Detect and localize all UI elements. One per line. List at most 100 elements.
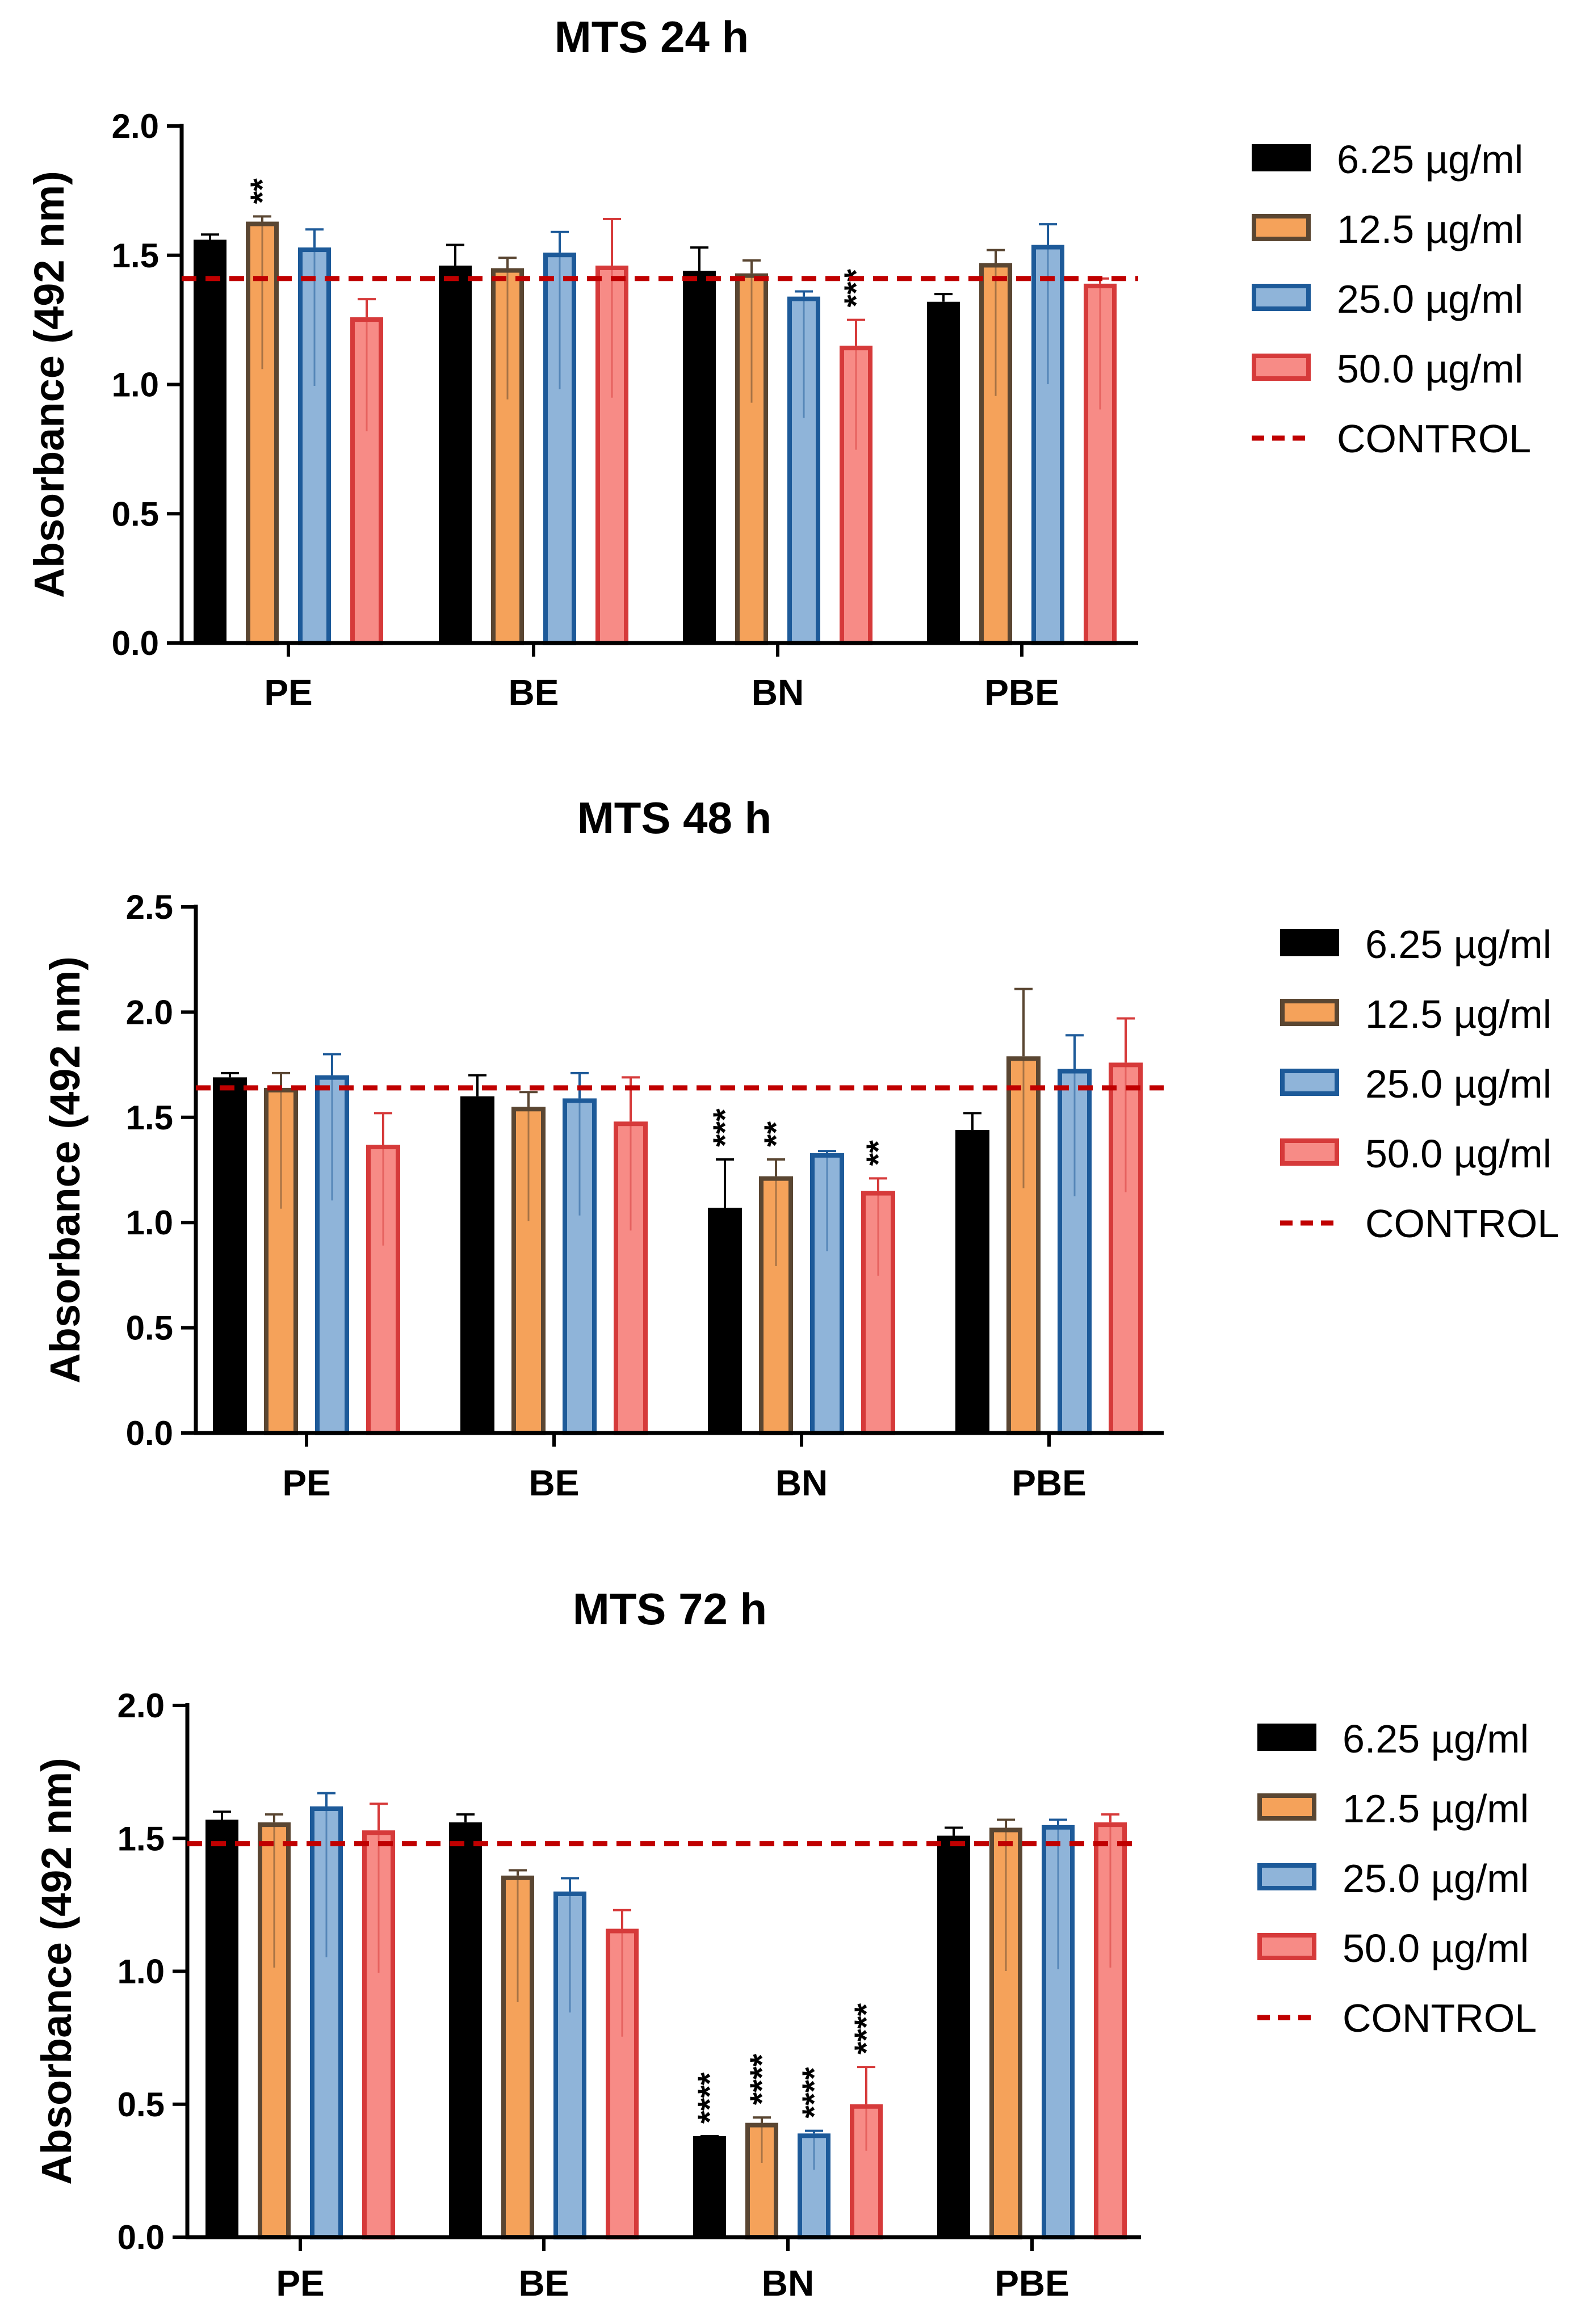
bar-pe-series-4: [350, 317, 383, 645]
legend-label: 12.5 µg/ml: [1365, 992, 1551, 1036]
error-bar: [795, 290, 813, 297]
y-tick-label: 2.0: [126, 993, 173, 1031]
bar-pbe-series-4: [1109, 1062, 1143, 1435]
bar-pbe-series-1: [937, 1835, 970, 2237]
error-bar: [753, 2116, 771, 2123]
bar-pbe-series-1: [955, 1130, 989, 1433]
legend: 6.25 µg/ml 12.5 µg/ml 25.0 µg/ml 50.0 µg/ml…: [1257, 1717, 1537, 2040]
bar-bn-series-1: [683, 271, 716, 644]
significance-marker: ****: [691, 2072, 728, 2124]
error-bar: [374, 1112, 392, 1145]
legend-label: 6.25 µg/ml: [1365, 922, 1551, 966]
error-bar: [456, 1813, 475, 1823]
category-label: BN: [775, 1463, 828, 1503]
legend-swatch: [1280, 1138, 1339, 1166]
error-bar: [221, 1071, 239, 1078]
y-axis-label: Absorbance (492 nm): [41, 956, 89, 1384]
chart-title: MTS 48 h: [577, 793, 771, 843]
significance-marker: **: [244, 178, 281, 204]
legend: 6.25 µg/ml 12.5 µg/ml 25.0 µg/ml 50.0 µg/ml…: [1252, 137, 1531, 461]
significance-marker: ****: [744, 2053, 781, 2105]
error-bar: [987, 249, 1005, 263]
category-label: PBE: [995, 2263, 1069, 2304]
y-tick-label: 0.5: [126, 1309, 173, 1347]
error-bar: [323, 1053, 341, 1075]
legend-label: 25.0 µg/ml: [1343, 1856, 1529, 1901]
error-bar: [690, 246, 708, 271]
category-label: BE: [529, 1463, 580, 1503]
error-bar: [213, 1810, 231, 1820]
legend-label: 12.5 µg/ml: [1343, 1787, 1529, 1831]
error-bar: [358, 298, 376, 318]
significance-marker: **: [758, 1121, 795, 1147]
error-bar: [509, 1869, 527, 1876]
significance-marker: ****: [848, 2003, 885, 2054]
error-bar: [305, 228, 324, 248]
bar-pbe-series-1: [927, 301, 960, 643]
legend-swatch: [1257, 1933, 1316, 1960]
y-tick-label: 0.5: [118, 2086, 165, 2124]
y-tick-label: 2.0: [112, 107, 159, 145]
y-tick-label: 0.0: [112, 624, 159, 662]
error-bar: [934, 293, 953, 302]
bar-be-series-3: [563, 1098, 597, 1435]
error-bar: [997, 1818, 1015, 1828]
y-tick-label: 0.0: [118, 2218, 165, 2256]
error-bar: [1039, 223, 1057, 245]
y-tick-label: 1.0: [112, 366, 159, 404]
category-label: BE: [519, 2263, 569, 2304]
y-tick-label: 1.5: [112, 237, 159, 275]
error-bar: [265, 1813, 283, 1823]
bar-bn-series-2: [759, 1176, 793, 1436]
error-bar: [201, 233, 219, 240]
bar-bn-series-4: [861, 1191, 895, 1436]
legend-swatch: [1280, 1069, 1339, 1096]
bar-be-series-1: [449, 1822, 482, 2237]
legend: 6.25 µg/ml 12.5 µg/ml 25.0 µg/ml 50.0 µg/ml…: [1280, 922, 1559, 1246]
error-bar: [805, 2129, 823, 2134]
chart-title: MTS 24 h: [555, 12, 749, 62]
chart-title: MTS 72 h: [573, 1584, 767, 1634]
legend-label: 6.25 µg/ml: [1343, 1717, 1529, 1761]
legend-swatch: [1257, 1724, 1316, 1751]
legend-label: CONTROL: [1365, 1201, 1559, 1246]
y-tick-label: 1.0: [126, 1204, 173, 1242]
error-bar: [767, 1158, 785, 1176]
y-axis-label: Absorbance (492 nm): [33, 1758, 80, 2185]
legend-swatch: [1257, 1863, 1316, 1890]
legend-label: 25.0 µg/ml: [1337, 277, 1523, 321]
error-bar: [743, 259, 761, 274]
legend-label: 50.0 µg/ml: [1365, 1132, 1551, 1176]
legend-swatch: [1280, 999, 1339, 1026]
legend-label: 6.25 µg/ml: [1337, 137, 1523, 182]
error-bar: [847, 318, 865, 346]
y-tick-label: 0.5: [112, 495, 159, 533]
category-label: PE: [276, 2263, 324, 2304]
legend-label: 12.5 µg/ml: [1337, 207, 1523, 251]
error-bar: [1014, 987, 1033, 1057]
error-bar: [253, 215, 271, 222]
significance-marker: ***: [838, 268, 875, 307]
error-bar: [963, 1112, 981, 1131]
bar-be-series-1: [460, 1096, 494, 1433]
bar-pe-series-1: [205, 1819, 238, 2237]
legend-swatch: [1252, 214, 1311, 241]
significance-marker: ****: [796, 2067, 833, 2119]
y-tick-label: 1.0: [118, 1953, 165, 1991]
legend-label: CONTROL: [1337, 417, 1531, 461]
legend-label: 50.0 µg/ml: [1343, 1926, 1529, 1970]
legend-label: CONTROL: [1343, 1996, 1537, 2040]
category-label: PBE: [984, 672, 1059, 713]
error-bar: [603, 217, 621, 266]
bar-pe-series-1: [213, 1077, 247, 1433]
bar-pe-series-1: [194, 239, 226, 643]
legend-label: 50.0 µg/ml: [1337, 347, 1523, 391]
error-bar: [1049, 1818, 1067, 1825]
category-label: BE: [509, 672, 559, 713]
error-bar: [519, 1091, 538, 1107]
error-bar: [370, 1802, 388, 1831]
error-bar: [1117, 1017, 1135, 1063]
error-bar: [1101, 1813, 1119, 1823]
chart-3: MTS 72 h Absorbance (492 nm) 0.0 0.5 1.0 1.5 2…: [33, 1584, 1537, 2304]
